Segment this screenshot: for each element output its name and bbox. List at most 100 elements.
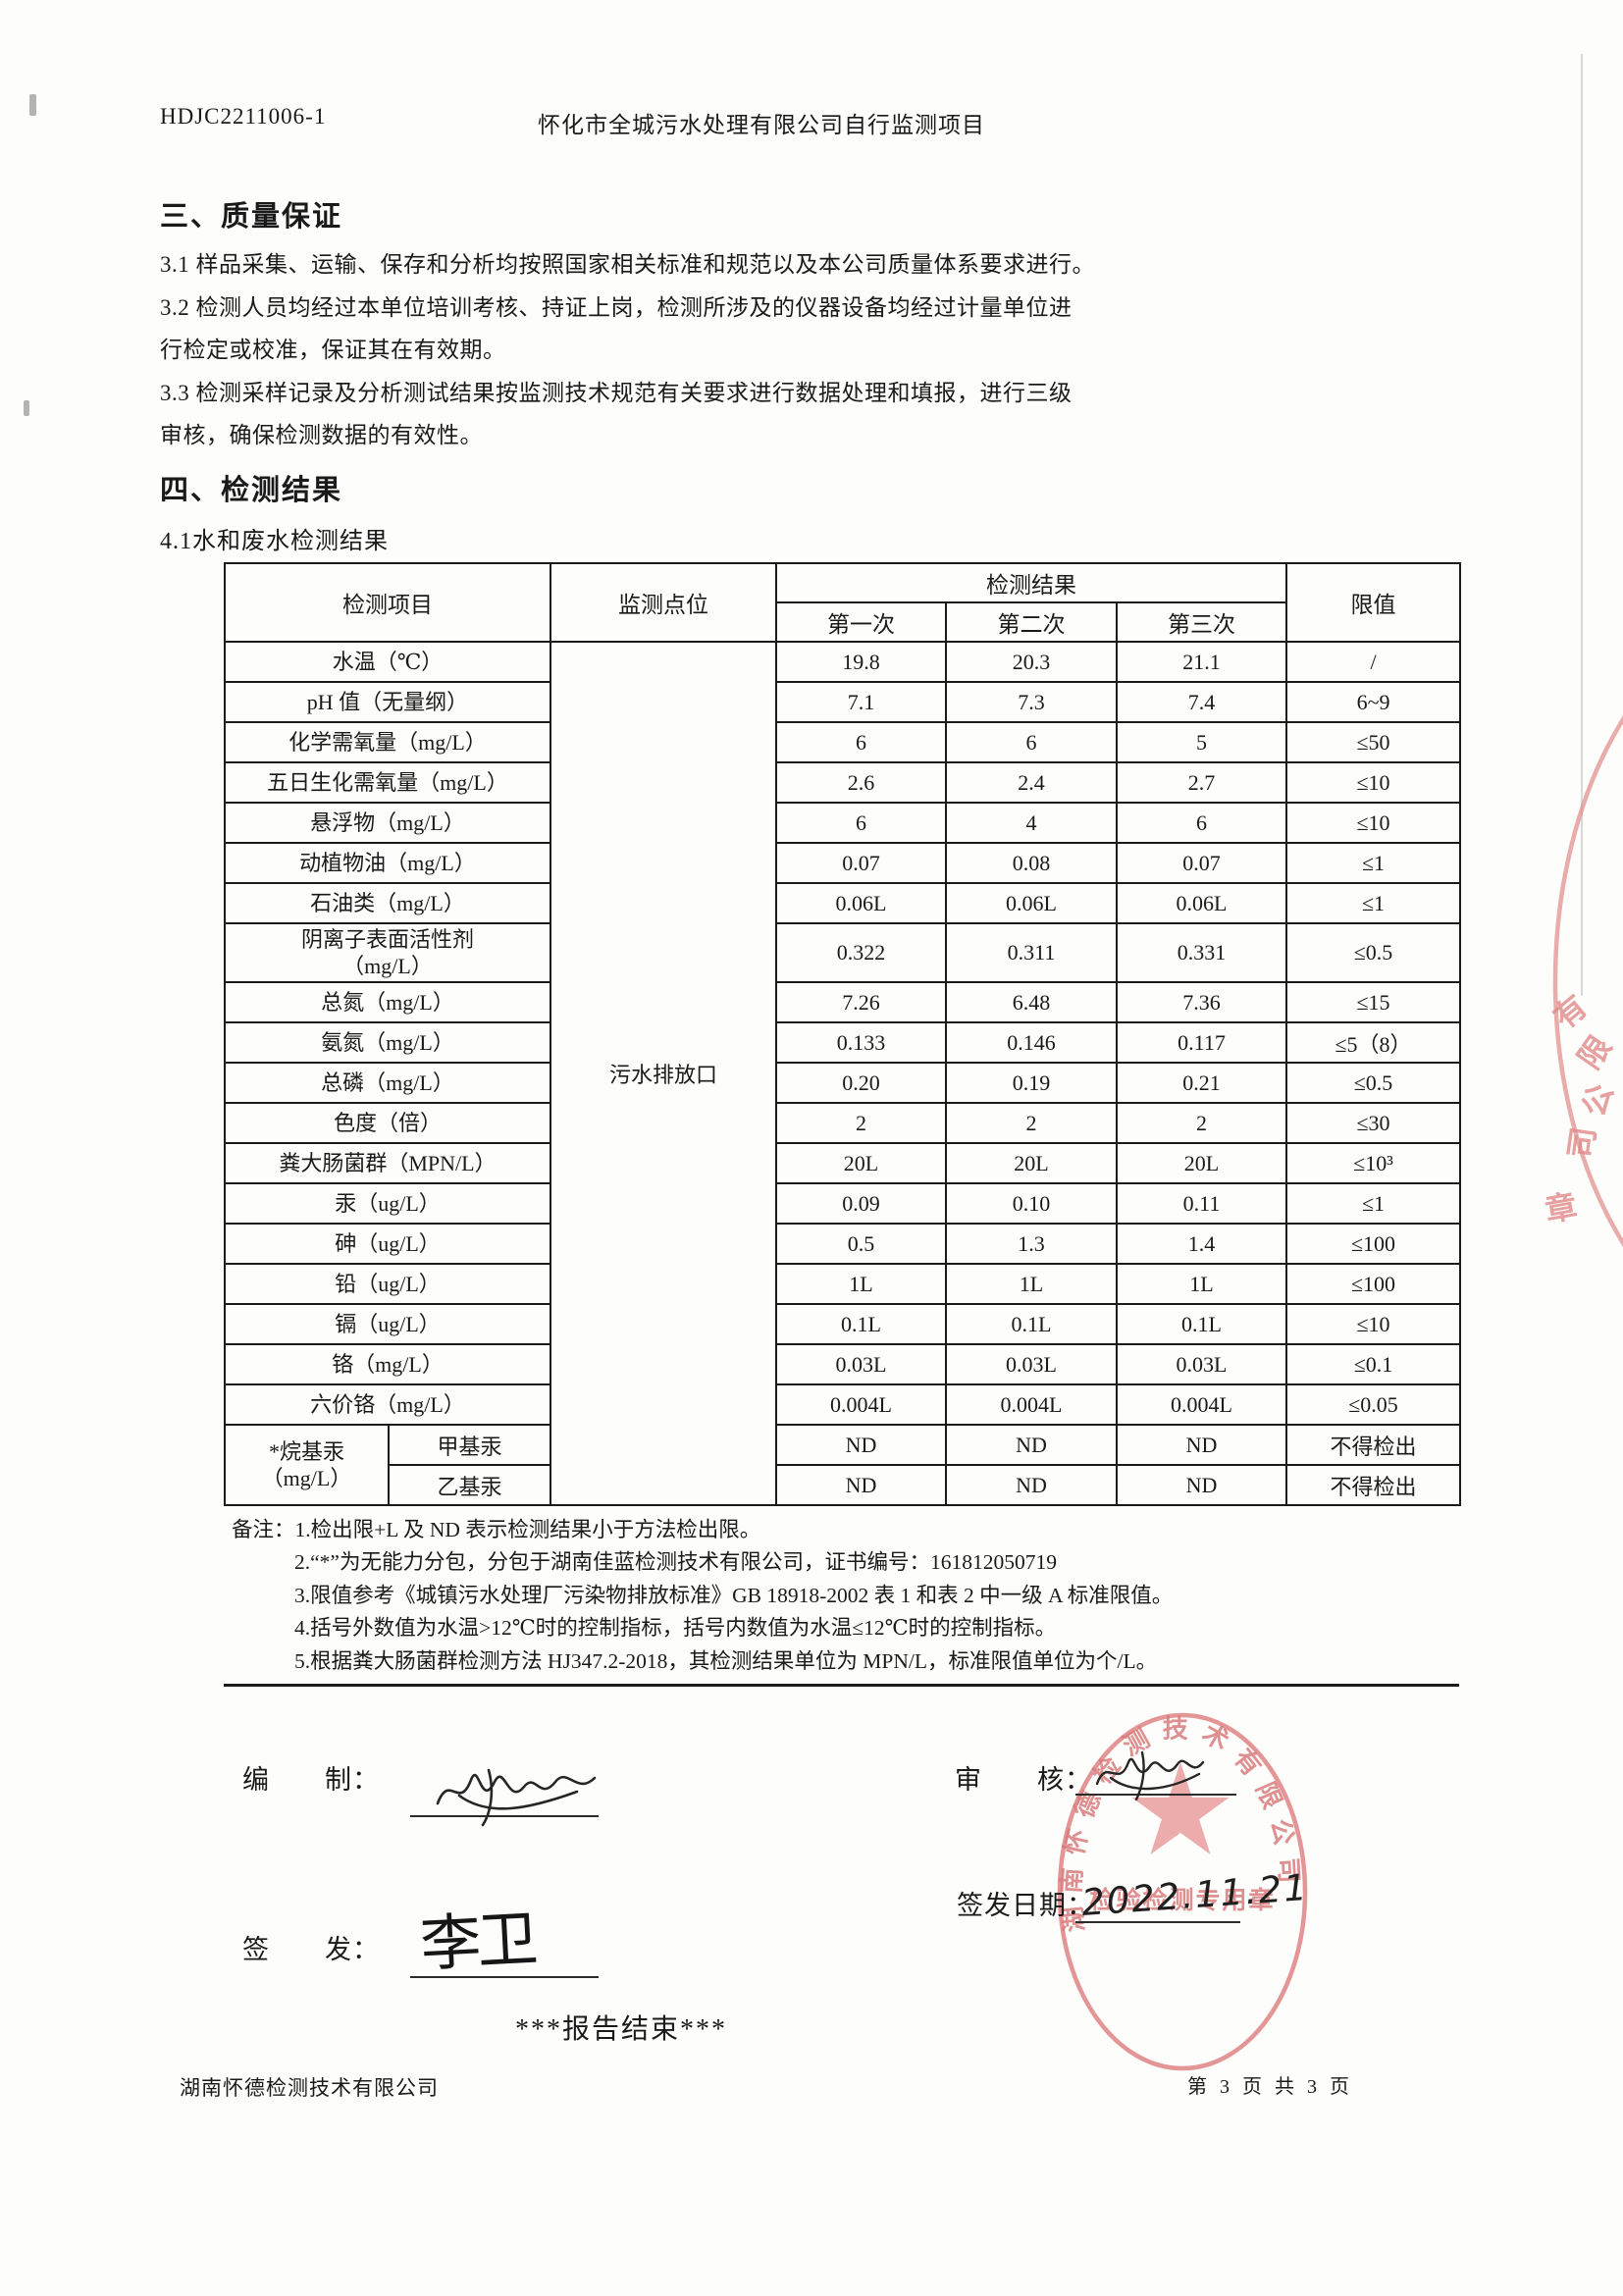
section-quality-title: 三、质量保证 xyxy=(160,201,343,233)
result-cell: 4 xyxy=(945,802,1118,844)
table-row: 五日生化需氧量（mg/L） 2.6 2.4 2.7 ≤10 xyxy=(224,761,1462,804)
result-cell: 2 xyxy=(945,1102,1118,1144)
table-header-row-2: 第一次 第二次 第三次 xyxy=(225,601,1460,643)
result-cell: 0.004L xyxy=(945,1383,1118,1426)
project-title: 怀化市全城污水处理有限公司自行监测项目 xyxy=(538,113,985,137)
table-row: 动植物油（mg/L） 0.07 0.08 0.07 ≤1 xyxy=(224,842,1462,884)
table-row: 总氮（mg/L） 7.26 6.48 7.36 ≤15 xyxy=(224,981,1462,1023)
scan-speck xyxy=(24,400,29,416)
item-cell: 五日生化需氧量（mg/L） xyxy=(224,761,551,804)
col-header-run3: 第三次 xyxy=(1115,601,1288,643)
result-cell: 0.20 xyxy=(775,1062,947,1104)
result-cell: 0.07 xyxy=(775,842,947,884)
result-cell: 1L xyxy=(775,1263,947,1305)
item-cell: 色度（倍） xyxy=(224,1102,551,1144)
item-cell: 水温（℃） xyxy=(224,641,551,683)
result-cell: 0.11 xyxy=(1115,1182,1288,1225)
result-cell: 2.4 xyxy=(945,761,1118,804)
result-cell: ND xyxy=(1115,1464,1288,1506)
col-header-run1: 第一次 xyxy=(775,601,947,643)
stamp-center-text: 检验检测专用章 xyxy=(1089,1886,1275,1914)
issue-date-label: 签发日期： xyxy=(957,1891,1094,1920)
section-results-title: 四、检测结果 xyxy=(160,475,343,506)
result-cell: 7.4 xyxy=(1115,681,1288,723)
limit-cell: ≤15 xyxy=(1285,981,1462,1023)
limit-cell: ≤50 xyxy=(1285,721,1462,763)
result-cell: 0.5 xyxy=(775,1223,947,1265)
result-cell: ND xyxy=(1115,1424,1288,1466)
result-cell: 2 xyxy=(1115,1102,1288,1144)
edge-stamp-char: 公 xyxy=(1576,1079,1620,1121)
note-line: 4.括号外数值为水温>12℃时的控制指标，括号内数值为水温≤12℃时的控制指标。 xyxy=(294,1616,1057,1641)
item-cell: 汞（ug/L） xyxy=(224,1182,551,1225)
item-cell: 粪大肠菌群（MPN/L） xyxy=(224,1142,551,1184)
result-cell: 7.3 xyxy=(945,681,1118,723)
prepared-by-line xyxy=(410,1772,599,1817)
table-row: 粪大肠菌群（MPN/L） 20L 20L 20L ≤10³ xyxy=(224,1142,1462,1184)
prepared-by-signature xyxy=(436,1768,597,1827)
result-cell: 1L xyxy=(1115,1263,1288,1305)
item-cell: 铅（ug/L） xyxy=(224,1263,551,1305)
result-cell: 1.4 xyxy=(1115,1223,1288,1265)
col-header-location: 监测点位 xyxy=(550,562,777,643)
result-cell: 0.07 xyxy=(1115,842,1288,884)
result-cell: 6 xyxy=(775,721,947,763)
result-cell: 0.03L xyxy=(775,1343,947,1385)
note-line: 5.根据粪大肠菌群检测方法 HJ347.2-2018，其检测结果单位为 MPN/… xyxy=(294,1648,1158,1673)
result-cell: ND xyxy=(945,1424,1118,1466)
limit-cell: 6~9 xyxy=(1285,681,1462,723)
result-cell: ND xyxy=(775,1464,947,1506)
table-row: 汞（ug/L） 0.09 0.10 0.11 ≤1 xyxy=(224,1182,1462,1225)
result-cell: 0.03L xyxy=(945,1343,1118,1385)
limit-cell: 不得检出 xyxy=(1285,1464,1462,1506)
result-cell: 6.48 xyxy=(945,981,1118,1023)
limit-cell: ≤1 xyxy=(1285,882,1462,924)
table-row: 阴离子表面活性剂 （mg/L） 0.322 0.311 0.331 ≤0.5 xyxy=(224,922,1462,983)
result-cell: 6 xyxy=(1115,802,1288,844)
item-cell: 六价铬（mg/L） xyxy=(224,1383,551,1426)
result-cell: 2.6 xyxy=(775,761,947,804)
limit-cell: ≤1 xyxy=(1285,842,1462,884)
result-cell: 20.3 xyxy=(945,641,1118,683)
report-end-text: ***报告结束*** xyxy=(515,2014,728,2045)
result-cell: 6 xyxy=(945,721,1118,763)
table-row: 化学需氧量（mg/L） 6 6 5 ≤50 xyxy=(224,721,1462,763)
result-cell: 0.1L xyxy=(945,1303,1118,1345)
item-cell: 化学需氧量（mg/L） xyxy=(224,721,551,763)
result-cell: 0.06L xyxy=(1115,882,1288,924)
table-row: 石油类（mg/L） 0.06L 0.06L 0.06L ≤1 xyxy=(224,882,1462,924)
table-header-row-1: 检测项目 监测点位 检测结果 限值 xyxy=(224,562,1462,643)
limit-cell: ≤100 xyxy=(1285,1263,1462,1305)
result-cell: 0.06L xyxy=(945,882,1118,924)
result-cell: 7.36 xyxy=(1115,981,1288,1023)
limit-cell: ≤5（8） xyxy=(1285,1021,1462,1064)
item-cell: pH 值（无量纲） xyxy=(224,681,551,723)
limit-cell: ≤10³ xyxy=(1285,1142,1462,1184)
col-header-limit: 限值 xyxy=(1285,562,1462,643)
limit-cell: ≤10 xyxy=(1285,1303,1462,1345)
quality-paragraphs: 3.1 样品采集、运输、保存和分析均按照国家相关标准和规范以及本公司质量体系要求… xyxy=(160,252,1095,447)
result-cell: 7.1 xyxy=(775,681,947,723)
table-row: 铅（ug/L） 1L 1L 1L ≤100 xyxy=(224,1263,1462,1305)
col-header-result-group: 检测结果 xyxy=(774,562,1288,603)
result-cell: 20L xyxy=(775,1142,947,1184)
item-cell: 铬（mg/L） xyxy=(224,1343,551,1385)
table-row-alkyl: 乙基汞 ND ND ND 不得检出 xyxy=(225,1464,1462,1506)
result-cell: 20L xyxy=(1115,1142,1288,1184)
scan-speck xyxy=(29,94,36,116)
item-cell: 阴离子表面活性剂 （mg/L） xyxy=(224,922,551,983)
issued-by-line xyxy=(410,1933,599,1978)
result-cell: 20L xyxy=(945,1142,1118,1184)
result-cell: 1L xyxy=(945,1263,1118,1305)
result-cell: 0.03L xyxy=(1115,1343,1288,1385)
table-row-alkyl: *烷基汞 （mg/L） 甲基汞 ND ND ND 不得检出 xyxy=(224,1424,1462,1506)
issued-by-label: 签 发： xyxy=(242,1935,380,1964)
results-subtitle: 4.1水和废水检测结果 xyxy=(160,529,389,554)
result-cell: 0.331 xyxy=(1115,922,1288,983)
result-cell: 0.311 xyxy=(945,922,1118,983)
limit-cell: ≤10 xyxy=(1285,761,1462,804)
table-row: 六价铬（mg/L） 0.004L 0.004L 0.004L ≤0.05 xyxy=(224,1383,1462,1426)
limit-cell: ≤0.5 xyxy=(1285,1062,1462,1104)
limit-cell: ≤10 xyxy=(1285,802,1462,844)
item-cell: 动植物油（mg/L） xyxy=(224,842,551,884)
